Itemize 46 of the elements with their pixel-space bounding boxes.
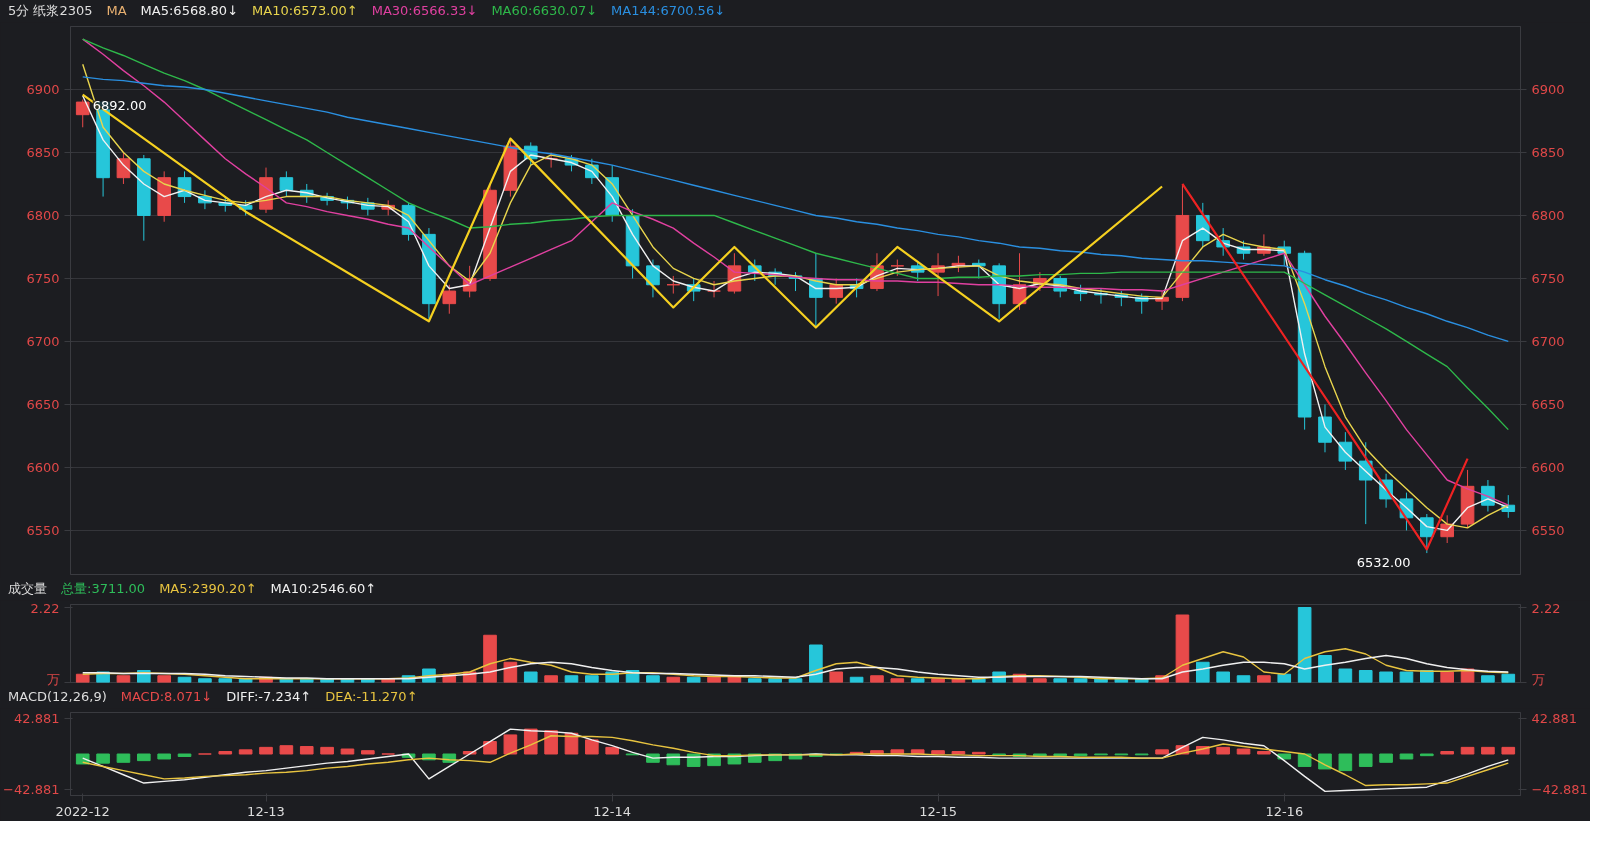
- text: DIFF:-7.234↑: [226, 689, 312, 704]
- y-tick-label: 6800: [26, 207, 60, 223]
- text: MA144:6700.56↓: [611, 3, 726, 18]
- y-tick-label: 42.881: [14, 710, 60, 726]
- y-tick-label: 6700: [26, 333, 60, 349]
- x-tick-label: 12-13: [247, 803, 285, 819]
- x-tick-label: 12-14: [593, 803, 632, 819]
- chart-title: MACD(12,26,9): [8, 689, 107, 704]
- y-tick-label: −42.881: [3, 782, 60, 798]
- text: 2.22: [30, 600, 60, 616]
- y-tick-label: 6850: [26, 144, 60, 160]
- y-tick-label: 6650: [26, 396, 60, 412]
- y2-tick-label: 6650: [1531, 396, 1565, 412]
- y2-tick-label: 6700: [1531, 333, 1565, 349]
- y2-tick-label: −42.881: [1531, 782, 1588, 798]
- text: MA10:6573.00↑: [252, 3, 358, 18]
- annotation: 6892.00: [92, 97, 147, 113]
- x-tick-label: 12-15: [919, 803, 957, 819]
- text: MA10:2546.60↑: [270, 581, 377, 596]
- chart-subtitle: 总量:3711.00: [61, 581, 146, 596]
- y2-tick-label: 6800: [1531, 207, 1565, 223]
- y-tick-label: 6550: [26, 522, 60, 538]
- text: MA30:6566.33↓: [371, 3, 478, 18]
- text: MA5:2390.20↑: [159, 581, 257, 596]
- text: MACD:8.071↓: [120, 689, 213, 704]
- text: 2.22: [1531, 600, 1561, 616]
- x-tick-label: 2022-12: [55, 803, 110, 819]
- text: MA5:6568.80↓: [140, 3, 239, 18]
- y2-tick-label: 6550: [1531, 522, 1565, 538]
- y-tick-label: 6750: [26, 270, 60, 286]
- y2-tick-label: 6900: [1531, 81, 1565, 97]
- y-tick-label: 6900: [26, 81, 60, 97]
- y2-tick-label: 6850: [1531, 144, 1565, 160]
- x-tick-label: 12-16: [1265, 803, 1304, 819]
- y2-tick-label: 6600: [1531, 459, 1565, 475]
- chart-title: 5分 纸浆2305: [8, 3, 93, 18]
- annotation: 6532.00: [1356, 555, 1411, 571]
- chart-title: 成交量: [8, 581, 47, 596]
- legend-title: MA: [106, 3, 127, 18]
- text: MA60:6630.07↓: [491, 3, 598, 18]
- y2-tick-label: 42.881: [1531, 710, 1577, 726]
- text: 万: [1531, 671, 1545, 687]
- text: DEA:-11.270↑: [325, 689, 418, 704]
- text: 万: [46, 671, 60, 687]
- y-tick-label: 6600: [26, 459, 60, 475]
- y2-tick-label: 6750: [1531, 270, 1565, 286]
